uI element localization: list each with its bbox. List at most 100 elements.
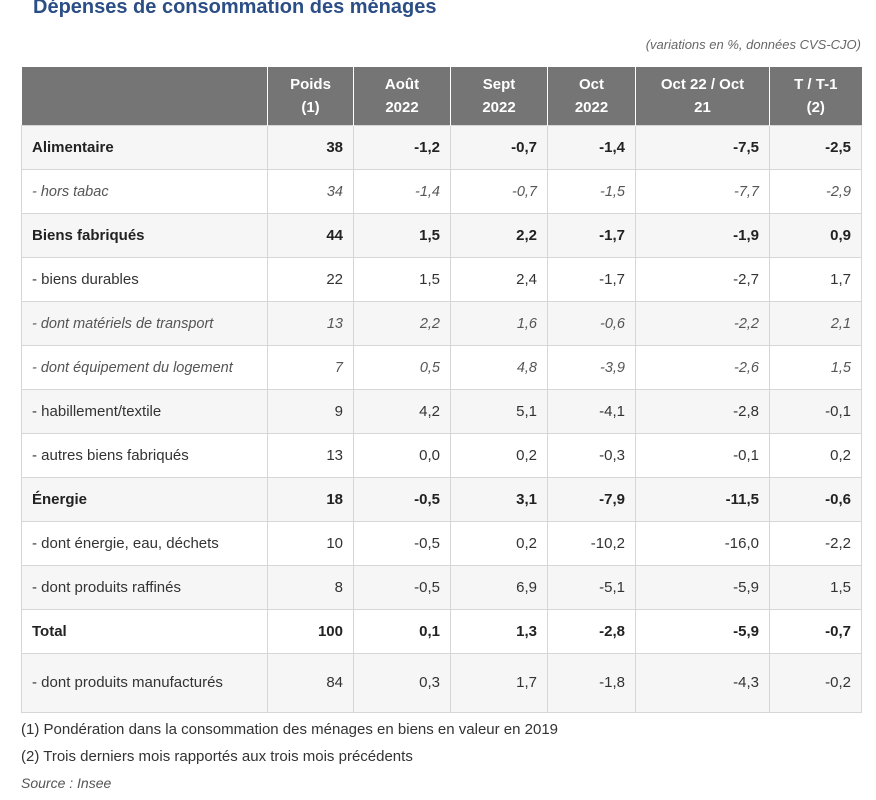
footnote-1: (1) Pondération dans la consommation des… — [21, 721, 559, 738]
table-row: - dont produits raffinés 8 -0,5 6,9 -5,1 -5,9… — [21, 565, 862, 610]
table-cell: -5,9 — [635, 609, 770, 654]
row-label: - hors tabac — [21, 169, 268, 214]
table-cell: 4,8 — [450, 345, 548, 390]
table-cell: 8 — [267, 565, 354, 610]
table-cell: -1,4 — [547, 125, 636, 170]
table-cell: 2,4 — [450, 257, 548, 302]
table-cell: 0,1 — [353, 609, 451, 654]
table-cell: -0,1 — [635, 433, 770, 478]
table-cell: -0,6 — [547, 301, 636, 346]
row-label: - dont équipement du logement — [21, 345, 268, 390]
table-cell: -0,1 — [769, 389, 862, 434]
table-cell: 9 — [267, 389, 354, 434]
table-cell: -10,2 — [547, 521, 636, 566]
table-cell: 13 — [267, 301, 354, 346]
table-cell: 44 — [267, 213, 354, 258]
table-row: Biens fabriqués 44 1,5 2,2 -1,7 -1,9 0,9 — [21, 213, 862, 258]
table-cell: -0,2 — [769, 653, 862, 713]
table-cell: 22 — [267, 257, 354, 302]
table-cell: 10 — [267, 521, 354, 566]
row-label: Total — [21, 609, 268, 654]
table-cell: 84 — [267, 653, 354, 713]
consumption-table: Poids (1) Août 2022 Sept 2022 Oct 2022 Oct 2… — [21, 67, 862, 713]
table-cell: -1,2 — [353, 125, 451, 170]
table-cell: -5,9 — [635, 565, 770, 610]
table-cell: -0,6 — [769, 477, 862, 522]
table-cell: -1,8 — [547, 653, 636, 713]
row-label: - dont produits manufacturés — [21, 653, 268, 713]
table-cell: -2,9 — [769, 169, 862, 214]
table-cell: 0,2 — [450, 521, 548, 566]
table-cell: 1,7 — [769, 257, 862, 302]
table-cell: 1,5 — [353, 257, 451, 302]
column-header-sept: Sept 2022 — [450, 67, 548, 126]
table-row: - dont énergie, eau, déchets 10 -0,5 0,2 -10… — [21, 521, 862, 566]
table-cell: 1,3 — [450, 609, 548, 654]
table-cell: -4,3 — [635, 653, 770, 713]
table-cell: 2,2 — [353, 301, 451, 346]
table-cell: 38 — [267, 125, 354, 170]
row-label: Énergie — [21, 477, 268, 522]
table-row: Alimentaire 38 -1,2 -0,7 -1,4 -7,5 -2,5 — [21, 125, 862, 170]
page-title: Dépenses de consommation des ménages — [33, 0, 437, 18]
table-cell: -0,3 — [547, 433, 636, 478]
table-cell: 0,5 — [353, 345, 451, 390]
table-cell: 7 — [267, 345, 354, 390]
table-row: - hors tabac 34 -1,4 -0,7 -1,5 -7,7 -2,9 — [21, 169, 862, 214]
column-header-oct22-oct21: Oct 22 / Oct 21 — [635, 67, 770, 126]
footnotes: (1) Pondération dans la consommation des… — [21, 716, 558, 797]
table-cell: 1,5 — [769, 345, 862, 390]
table-cell: -0,7 — [450, 125, 548, 170]
table-header-row: Poids (1) Août 2022 Sept 2022 Oct 2022 Oct 2… — [21, 67, 862, 126]
table-cell: 3,1 — [450, 477, 548, 522]
table-cell: 1,5 — [769, 565, 862, 610]
table-cell: -0,5 — [353, 521, 451, 566]
row-label: - dont produits raffinés — [21, 565, 268, 610]
table-cell: 2,1 — [769, 301, 862, 346]
table-row: - dont produits manufacturés 84 0,3 1,7 -1,8… — [21, 653, 862, 713]
source-note: Source : Insee — [21, 775, 112, 791]
table-cell: 4,2 — [353, 389, 451, 434]
table-cell: -16,0 — [635, 521, 770, 566]
table-cell: 1,7 — [450, 653, 548, 713]
row-label: - biens durables — [21, 257, 268, 302]
table-row: - dont équipement du logement 7 0,5 4,8 -3,9… — [21, 345, 862, 390]
table-cell: -1,9 — [635, 213, 770, 258]
table-cell: 6,9 — [450, 565, 548, 610]
table-cell: -1,5 — [547, 169, 636, 214]
table-cell: -0,7 — [450, 169, 548, 214]
table-cell: 0,2 — [769, 433, 862, 478]
column-header-aout: Août 2022 — [353, 67, 451, 126]
table-cell: -2,6 — [635, 345, 770, 390]
table-cell: -4,1 — [547, 389, 636, 434]
table-cell: 5,1 — [450, 389, 548, 434]
table-cell: 0,3 — [353, 653, 451, 713]
row-label: - habillement/textile — [21, 389, 268, 434]
table-cell: -1,4 — [353, 169, 451, 214]
table-cell: -2,2 — [635, 301, 770, 346]
table-row: Énergie 18 -0,5 3,1 -7,9 -11,5 -0,6 — [21, 477, 862, 522]
table-cell: 0,2 — [450, 433, 548, 478]
table-cell: -7,7 — [635, 169, 770, 214]
table-cell: 1,6 — [450, 301, 548, 346]
table-cell: -0,7 — [769, 609, 862, 654]
table-cell: -0,5 — [353, 477, 451, 522]
table-row: - autres biens fabriqués 13 0,0 0,2 -0,3 -0,1… — [21, 433, 862, 478]
table-cell: 2,2 — [450, 213, 548, 258]
column-header-t-t1: T / T-1 (2) — [769, 67, 862, 126]
table-cell: -1,7 — [547, 257, 636, 302]
table-cell: 100 — [267, 609, 354, 654]
column-header-oct: Oct 2022 — [547, 67, 636, 126]
table-cell: -3,9 — [547, 345, 636, 390]
row-label: - autres biens fabriqués — [21, 433, 268, 478]
table-cell: 13 — [267, 433, 354, 478]
row-label: Alimentaire — [21, 125, 268, 170]
column-header-label — [21, 67, 268, 126]
table-cell: -5,1 — [547, 565, 636, 610]
table-cell: 34 — [267, 169, 354, 214]
table-cell: 0,9 — [769, 213, 862, 258]
table-subtitle: (variations en %, données CVS-CJO) — [645, 37, 861, 52]
table-row: - habillement/textile 9 4,2 5,1 -4,1 -2,8 -0,1 — [21, 389, 862, 434]
table-cell: -2,8 — [635, 389, 770, 434]
table-cell: -7,9 — [547, 477, 636, 522]
